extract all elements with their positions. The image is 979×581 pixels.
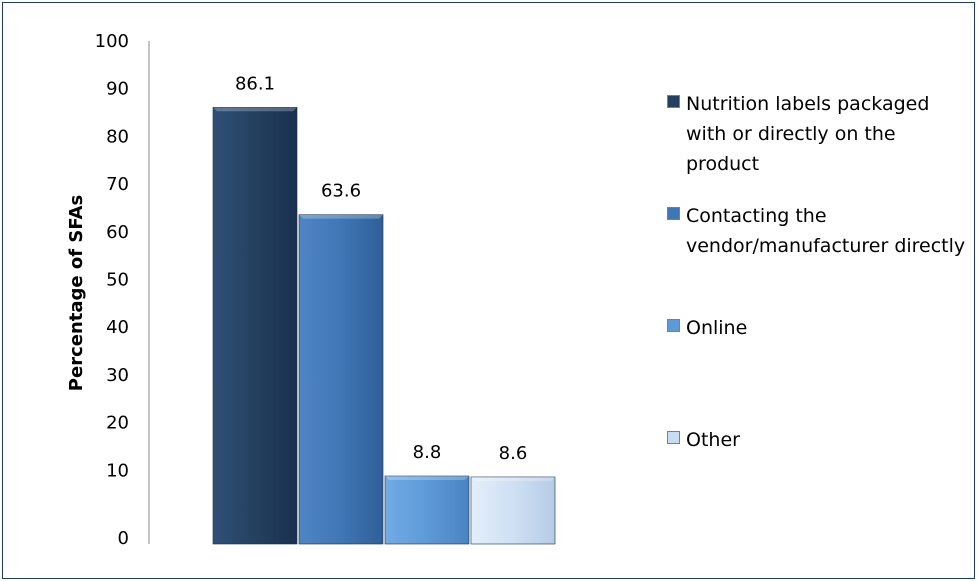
y-tick-label: 100 <box>95 31 129 52</box>
bar-bevel-3 <box>471 476 555 481</box>
bar-bevel-1 <box>299 214 383 219</box>
y-tick-label: 70 <box>106 174 129 195</box>
legend-swatch-0 <box>667 95 680 108</box>
legend-label-2: Online <box>686 317 748 339</box>
y-tick-label: 50 <box>106 270 129 291</box>
bar-3 <box>470 476 556 545</box>
legend-item-0: Nutrition labels packaged with or direct… <box>667 89 971 179</box>
legend-swatch-2 <box>667 319 680 332</box>
y-tick-label: 40 <box>106 317 129 338</box>
legend-label-1: Contacting the vendor/manufacturer direc… <box>686 205 966 257</box>
legend-item-3: Other <box>667 425 971 455</box>
y-axis-label: Percentage of SFAs <box>66 195 87 391</box>
y-tick-label: 20 <box>106 413 129 434</box>
y-tick-label: 0 <box>118 528 129 549</box>
legend-swatch-3 <box>667 431 680 444</box>
y-tick-label: 90 <box>106 79 129 100</box>
legend-swatch-1 <box>667 207 680 220</box>
data-label-3: 8.6 <box>499 443 528 464</box>
bar-2 <box>384 475 470 545</box>
legend-label-3: Other <box>686 429 740 451</box>
y-tick-label: 60 <box>106 222 129 243</box>
data-label-0: 86.1 <box>235 73 275 94</box>
data-label-1: 63.6 <box>321 181 361 202</box>
bars <box>212 107 556 545</box>
y-tick-label: 30 <box>106 365 129 386</box>
legend-item-1: Contacting the vendor/manufacturer direc… <box>667 201 971 261</box>
axes: 0 10 20 30 40 50 60 70 80 90 100 <box>95 31 150 549</box>
bar-0 <box>212 107 298 545</box>
bar-1 <box>298 214 384 545</box>
bar-bevel-2 <box>385 476 469 481</box>
legend-label-0: Nutrition labels packaged with or direct… <box>686 93 930 175</box>
y-tick-label: 10 <box>106 460 129 481</box>
legend-item-2: Online <box>667 313 971 343</box>
data-label-2: 8.8 <box>413 442 442 463</box>
data-labels: 86.1 63.6 8.8 8.6 <box>235 73 527 464</box>
bar-chart: 0 10 20 30 40 50 60 70 80 90 100 86.1 63.6 8.8 8.6 Pe… <box>66 31 556 549</box>
bar-bevel-0 <box>213 107 297 112</box>
y-tick-label: 80 <box>106 126 129 147</box>
